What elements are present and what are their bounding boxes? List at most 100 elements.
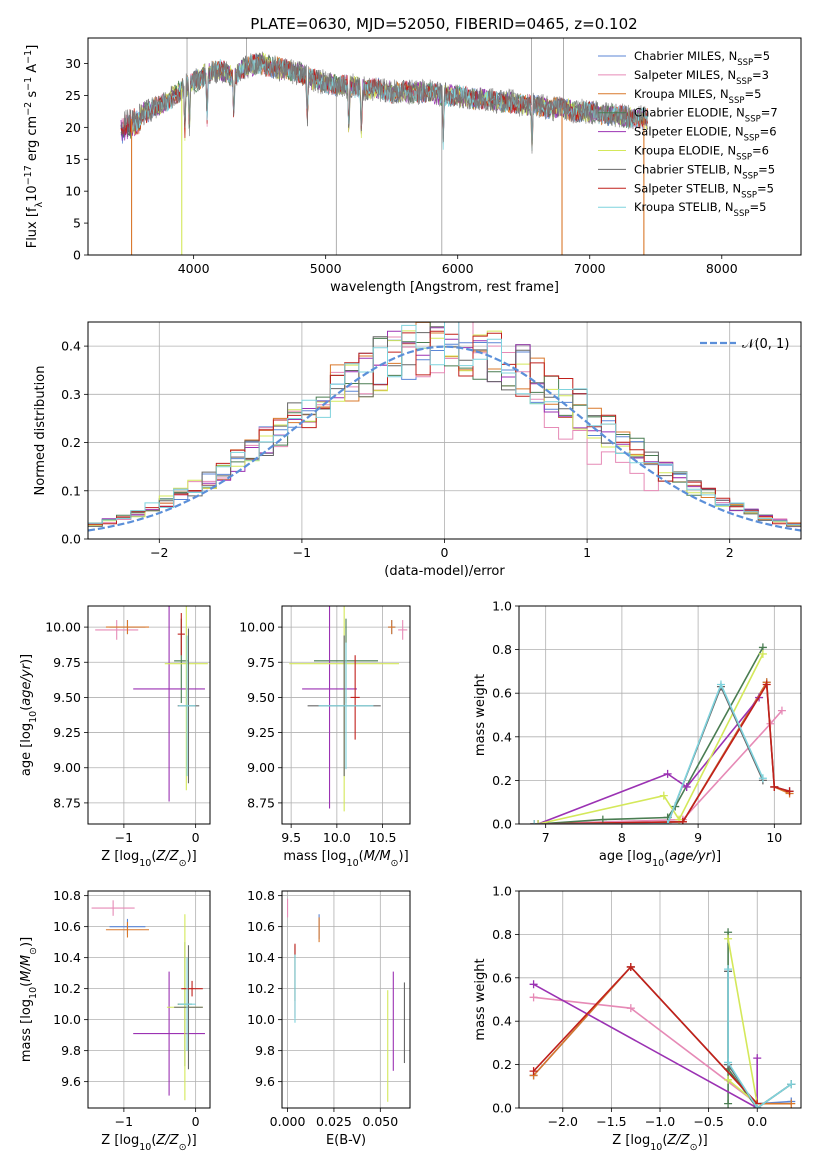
weight-point-marker [716,680,725,689]
y-tick-label: 9.25 [247,725,275,740]
y-tick-label: 10.00 [239,620,275,635]
plot-area [120,38,648,255]
y-tick-label: 10.00 [45,620,81,635]
x-tick-label: 7000 [574,261,606,276]
panel-spectrum: 4000 5000 6000 7000 8000 0 5 10 15 20 25 30 waveleng… [23,37,802,295]
chart-layer: 4000 5000 6000 7000 8000051015202530waveleng… [19,37,802,1153]
y-tick-label: 25 [65,88,81,103]
x-tick-label: −1.5 [596,1114,626,1129]
x-tick-label: 5000 [310,261,342,276]
weight-point-marker [724,934,733,943]
y-tick-label: 20 [65,120,81,135]
weight-point-marker [724,1099,733,1108]
weight-point-marker [534,820,543,824]
x-tick-label: 2 [726,545,734,560]
x-axis-label: Z [log10(Z/Z⊙)] [612,1133,707,1153]
x-axis-label: age [log10(age/yr)] [599,849,721,869]
weight-point-marker [758,649,767,658]
y-tick-label: 10.4 [53,950,81,965]
y-tick-label: 0.2 [492,773,512,788]
plot-area [88,606,210,824]
legend-label: Kroupa MILES, NSSP=5 [634,87,761,106]
y-tick-label: 9.6 [61,1074,81,1089]
y-tick-label: 10.8 [247,888,275,903]
figure-title: PLATE=0630, MJD=52050, FIBERID=0465, z=0… [250,15,637,33]
x-tick-label: 10.0 [323,830,351,845]
y-tick-label: 0.8 [492,927,512,942]
weight-point-marker [529,993,538,1002]
residual-histogram-kroupa-stelib [88,322,801,525]
x-tick-label: −0.5 [693,1114,723,1129]
weight-line-kroupa-elodie [537,653,764,824]
x-tick-label: 10.5 [369,830,397,845]
weight-point-marker [762,680,771,689]
panel-weight-vs-Z: −2.0 −1.5 −1.0 −0.5 0.0 0.0 0.2 0.4 0.6 0.8 1.0 Z [… [473,884,802,1153]
weight-line-salpeter-elodie [533,983,758,1108]
weight-point-marker [529,980,538,989]
x-tick-label: 4000 [178,261,210,276]
y-tick-label: 9.00 [247,760,275,775]
weight-point-marker [785,787,794,796]
y-axis-label: mass weight [473,674,488,756]
axes-frame [87,321,802,540]
y-tick-label: 1.0 [492,884,512,899]
y-axis-label: Flux [fλ10−17 erg cm−2 s−1 A−1] [23,45,45,249]
y-tick-label: 10.0 [247,1012,275,1027]
y-axis-label: Normed distribution [33,366,48,496]
plot-area [282,891,410,1108]
axes-frame [87,37,802,256]
y-tick-label: 9.50 [247,690,275,705]
x-tick-label: 0 [192,830,200,845]
legend-label: Kroupa STELIB, NSSP=5 [634,200,766,219]
x-tick-label: 0.000 [270,1114,306,1129]
axes-frame [518,890,802,1109]
y-tick-label: 0 [73,248,81,263]
legend-label: Salpeter MILES, NSSP=3 [634,68,769,87]
x-axis-label: (data-model)/error [384,564,505,579]
weight-point-marker [758,774,767,783]
x-tick-label: 0.025 [316,1114,352,1129]
y-tick-label: 9.75 [247,655,275,670]
x-tick-label: −2 [150,545,168,560]
x-tick-label: 8000 [706,261,738,276]
x-tick-label: −2.0 [548,1114,578,1129]
axes-frame [87,890,211,1109]
y-axis-label: age [log10(age/yr)] [19,654,39,776]
weight-point-marker [682,782,691,791]
y-tick-label: 10.6 [53,919,81,934]
weight-line-salpeter-elodie [537,697,760,824]
x-tick-label: 8 [618,830,626,845]
legend-label: 𝒩(0, 1) [742,337,789,352]
weight-point-marker [529,1067,538,1076]
y-tick-label: 0.0 [492,817,512,832]
y-tick-label: 0.8 [492,642,512,657]
y-tick-label: 8.75 [247,795,275,810]
y-tick-label: 0.2 [61,435,81,450]
x-axis-label: Z [log10(Z/Z⊙)] [101,849,196,869]
axes-frame [281,605,411,825]
axes-frame [518,605,802,825]
normal-reference-curve [88,345,801,532]
panel-age-vs-Z: −1 0 8.75 9.00 9.25 9.50 9.75 10.00 Z [log10(Z/Z… [19,605,211,869]
y-tick-label: 30 [65,56,81,71]
y-tick-label: 10.6 [247,919,275,934]
y-tick-label: 0.4 [492,1014,512,1029]
x-tick-label: −1.0 [645,1114,675,1129]
y-axis-label: mass [log10(M/M⊙)] [19,937,39,1062]
y-tick-label: 0.6 [492,686,512,701]
y-tick-label: 1.0 [492,599,512,614]
y-tick-label: 10.2 [247,981,275,996]
x-axis-label: E(B-V) [326,1133,366,1148]
axes-frame [87,605,211,825]
x-tick-label: 0 [441,545,449,560]
y-tick-label: 10.0 [53,1012,81,1027]
panel-mass-vs-EBV: 0.000 0.025 0.050 9.6 9.8 10.0 10.2 10.4 10.6 10.… [247,888,411,1148]
x-axis-label: Z [log10(Z/Z⊙)] [101,1133,196,1153]
weight-point-marker [724,965,733,974]
y-tick-label: 9.50 [53,690,81,705]
y-tick-label: 0.4 [61,339,81,354]
plot-area [88,322,801,539]
plot-area [519,891,801,1108]
y-tick-label: 0.2 [492,1057,512,1072]
x-tick-label: 9.5 [281,830,301,845]
